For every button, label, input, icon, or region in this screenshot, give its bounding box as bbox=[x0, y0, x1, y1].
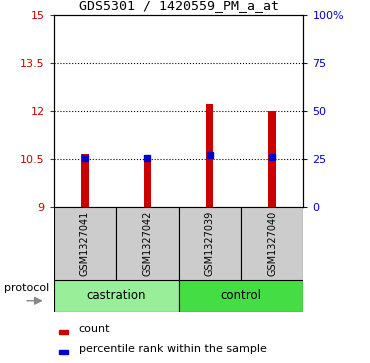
Bar bbox=[206, 104, 213, 207]
Bar bbox=[81, 154, 89, 207]
Text: protocol: protocol bbox=[4, 283, 50, 293]
Bar bbox=[58, 351, 68, 354]
Text: GSM1327040: GSM1327040 bbox=[267, 211, 277, 276]
Bar bbox=[178, 280, 303, 312]
Title: GDS5301 / 1420559_PM_a_at: GDS5301 / 1420559_PM_a_at bbox=[78, 0, 279, 12]
Bar bbox=[116, 207, 178, 280]
Text: control: control bbox=[221, 289, 262, 302]
Text: castration: castration bbox=[86, 289, 146, 302]
Bar bbox=[58, 330, 68, 334]
Bar bbox=[54, 207, 116, 280]
Text: GSM1327042: GSM1327042 bbox=[142, 211, 152, 276]
Text: GSM1327039: GSM1327039 bbox=[205, 211, 215, 276]
Bar bbox=[144, 160, 151, 207]
Bar bbox=[241, 207, 303, 280]
Text: count: count bbox=[79, 324, 110, 334]
Text: GSM1327041: GSM1327041 bbox=[80, 211, 90, 276]
Text: percentile rank within the sample: percentile rank within the sample bbox=[79, 344, 266, 354]
Bar bbox=[54, 280, 178, 312]
Bar bbox=[178, 207, 241, 280]
Bar bbox=[268, 111, 276, 207]
